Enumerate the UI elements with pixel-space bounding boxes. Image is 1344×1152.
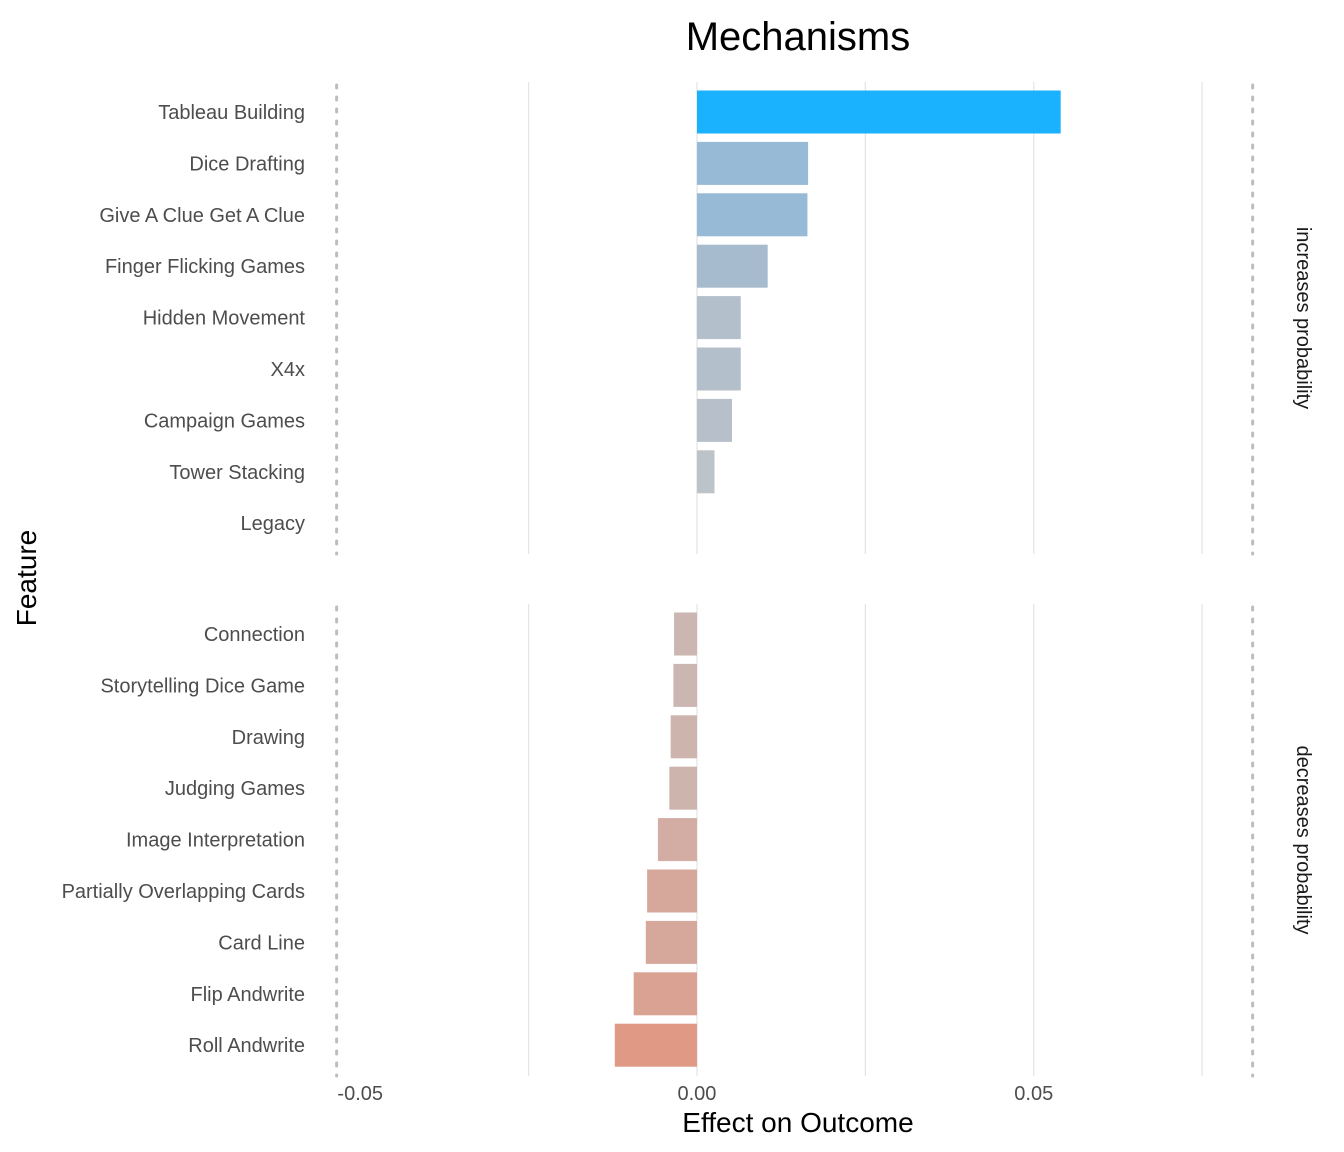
- panel-2: Connection Storytelling Dice Game Drawing J…: [62, 604, 1314, 1078]
- y-axis-title: Feature: [11, 530, 42, 627]
- chart-title: Mechanisms: [686, 15, 911, 59]
- bar: [674, 612, 697, 656]
- y-tick-label: Finger Flicking Games: [105, 256, 305, 278]
- y-tick-label: Judging Games: [165, 778, 305, 800]
- bar: [670, 715, 697, 759]
- bar: [647, 869, 697, 913]
- y-tick-label: Tableau Building: [158, 102, 305, 124]
- y-tick-label: Campaign Games: [144, 410, 305, 432]
- bar: [696, 141, 809, 185]
- bar: [673, 663, 697, 707]
- y-tick-label: Hidden Movement: [143, 308, 306, 330]
- y-tick-label: Connection: [204, 624, 305, 646]
- x-tick-label: -0.05: [337, 1083, 383, 1105]
- y-tick-label: Partially Overlapping Cards: [62, 881, 305, 903]
- y-tick-label: Card Line: [218, 932, 305, 954]
- bar: [669, 766, 697, 810]
- bar: [645, 920, 697, 964]
- bar: [696, 193, 808, 237]
- x-tick-label: 0.00: [678, 1083, 717, 1105]
- bar: [696, 90, 1061, 134]
- y-tick-label: Flip Andwrite: [191, 984, 306, 1006]
- y-tick-label: Dice Drafting: [189, 153, 305, 175]
- y-tick-label: Drawing: [232, 727, 305, 749]
- bar: [614, 1023, 697, 1067]
- x-axis-ticks: -0.05 0.00 0.05: [337, 1083, 1053, 1105]
- panel-1: Tableau Building Dice Drafting Give A Clue…: [99, 82, 1314, 556]
- y-tick-label: Legacy: [241, 513, 306, 535]
- y-tick-label: Storytelling Dice Game: [100, 675, 305, 697]
- y-tick-label: X4x: [271, 359, 305, 381]
- y-tick-label: Tower Stacking: [169, 462, 305, 484]
- bar: [633, 972, 697, 1016]
- x-axis-title: Effect on Outcome: [682, 1107, 913, 1138]
- bar: [696, 296, 741, 340]
- y-tick-label: Give A Clue Get A Clue: [99, 205, 305, 227]
- bar: [696, 450, 715, 494]
- y-tick-label: Image Interpretation: [126, 830, 305, 852]
- bar: [696, 244, 768, 288]
- bar: [696, 398, 732, 442]
- panel-strip-label: decreases probability: [1292, 746, 1314, 935]
- y-tick-label: Roll Andwrite: [188, 1035, 305, 1057]
- bar: [657, 818, 697, 862]
- x-tick-label: 0.05: [1014, 1083, 1053, 1105]
- panels: Tableau Building Dice Drafting Give A Clue…: [62, 82, 1314, 1078]
- panel-strip-label: increases probability: [1292, 227, 1314, 409]
- bar: [696, 347, 741, 391]
